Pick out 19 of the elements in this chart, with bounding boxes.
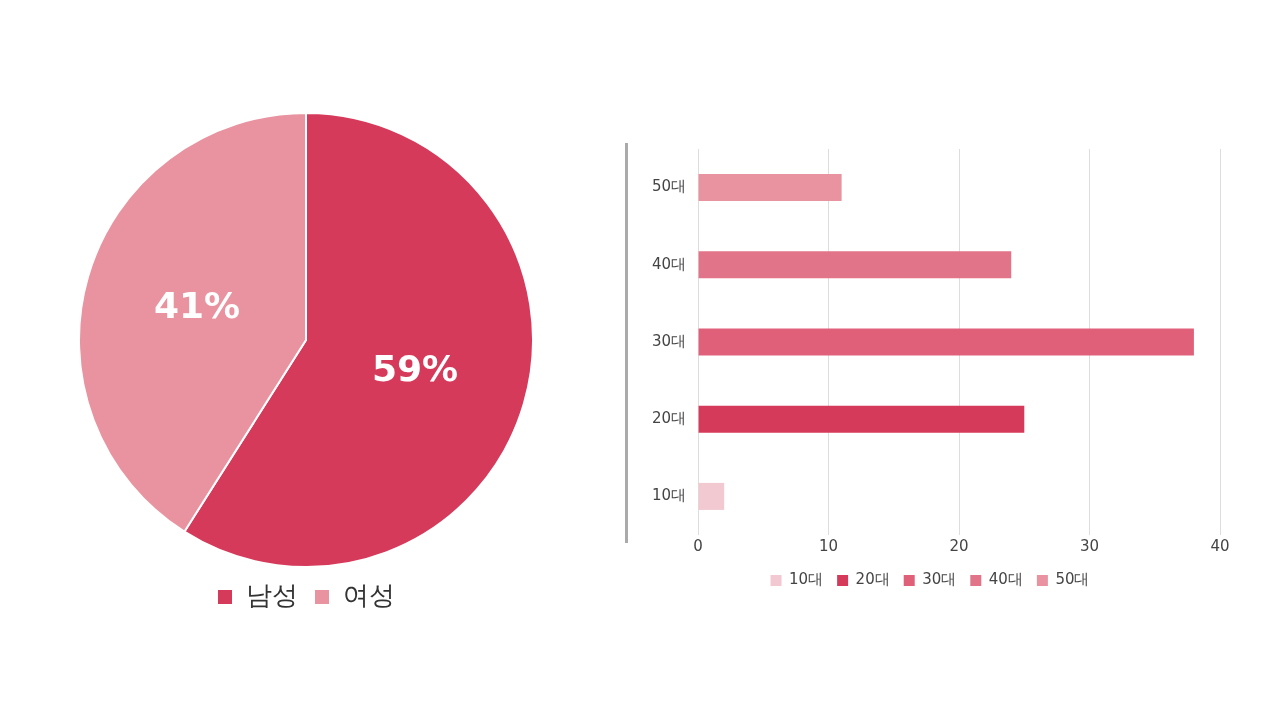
legend-label: 40대 [988,570,1023,589]
x-tick-label: 30 [1079,536,1100,555]
y-tick-label: 10대 [651,486,687,505]
legend-label: 30대 [922,570,957,589]
y-tick-label: 30대 [651,331,687,350]
y-tick-label: 20대 [651,409,687,428]
legend-label: 여성 [343,579,395,610]
legend-label: 50대 [1055,570,1090,589]
y-tick-label: 50대 [651,177,687,196]
x-tick-label: 0 [693,536,703,555]
legend-label: 남성 [246,579,298,610]
x-tick-label: 40 [1210,536,1230,555]
legend-label: 10대 [789,570,824,589]
y-tick-label: 40대 [651,254,687,273]
x-tick-label: 10 [819,536,839,555]
data-label: 41% [153,284,241,326]
data-label: 59% [371,348,459,390]
x-tick-label: 20 [949,536,969,555]
legend-label: 20대 [855,570,890,589]
